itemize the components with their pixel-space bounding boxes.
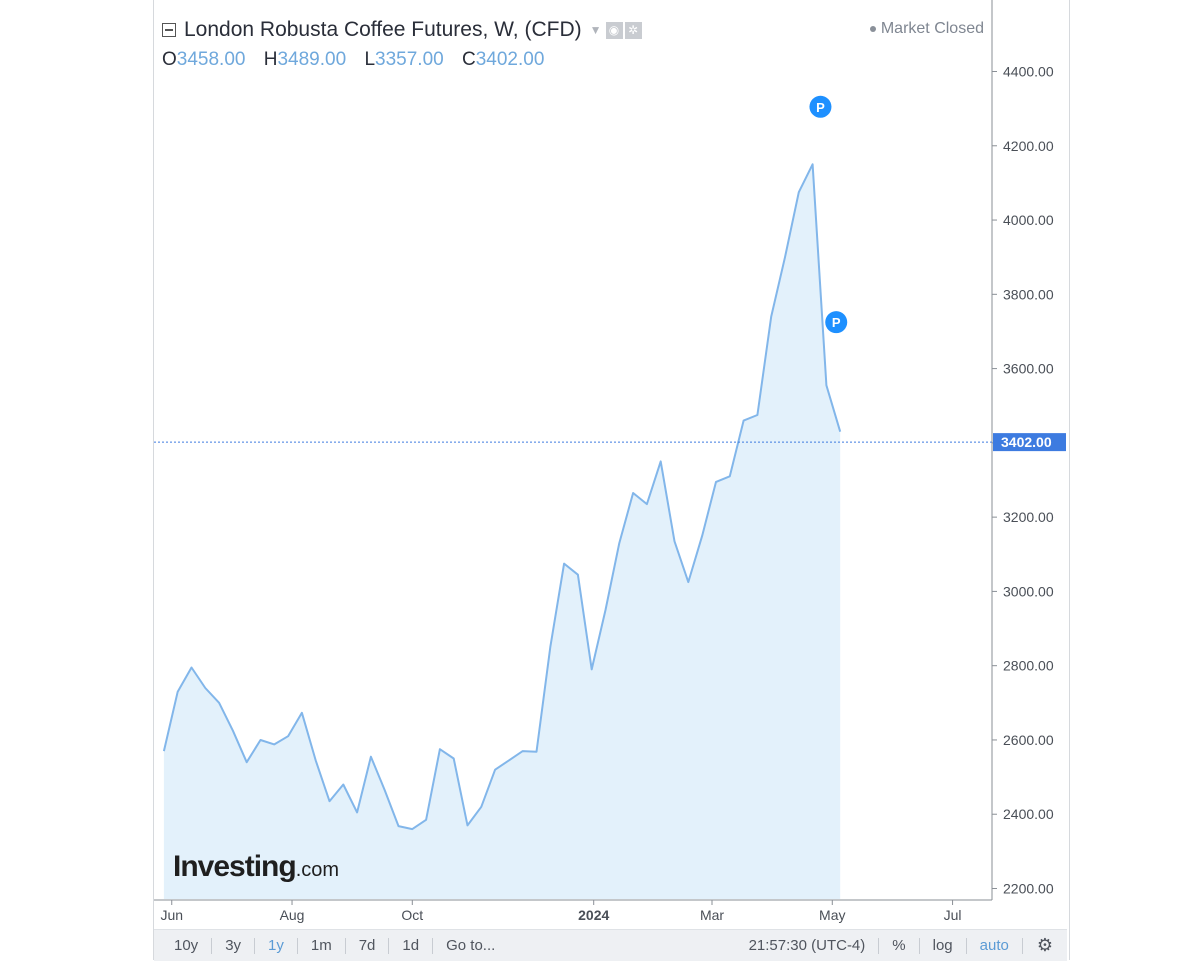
event-marker-label: P — [832, 315, 841, 330]
last-price-tag — [993, 433, 1066, 452]
ohlc-close-label: C — [462, 49, 476, 70]
collapse-icon[interactable] — [162, 23, 176, 37]
status-dot-icon — [869, 25, 876, 32]
price-line — [162, 163, 842, 831]
y-tick-label: 2600.00 — [1003, 732, 1054, 748]
market-status-text: Market Closed — [880, 20, 984, 37]
y-tick-label: 3200.00 — [1003, 509, 1054, 525]
x-tick-label: Jul — [944, 907, 962, 923]
x-tick-label: Aug — [280, 907, 305, 923]
market-status: Market Closed — [869, 20, 984, 38]
last-price-label: 3402.00 — [1001, 434, 1052, 450]
settings-small-icon[interactable]: ✲ — [624, 21, 642, 39]
event-marker — [825, 311, 848, 334]
logo-suffix: .com — [296, 859, 339, 881]
eye-icon[interactable]: ◉ — [605, 21, 623, 39]
ohlc-low-label: L — [364, 49, 376, 70]
range-button-1y[interactable]: 1y — [255, 937, 298, 954]
auto-toggle[interactable]: auto — [967, 937, 1023, 954]
ohlc-low-value: 3357.00 — [375, 49, 444, 70]
ohlc-high-label: H — [263, 49, 278, 70]
x-tick-label: May — [819, 907, 845, 923]
y-tick-label: 4400.00 — [1003, 64, 1054, 80]
clock-readout: 21:57:30 (UTC-4) — [736, 937, 880, 954]
x-tick-label: Oct — [401, 907, 423, 923]
y-tick-label: 2400.00 — [1003, 806, 1054, 822]
range-button-3y[interactable]: 3y — [212, 937, 256, 954]
logo-brand: Investing — [173, 850, 296, 883]
chart-title-row: London Robusta Coffee Futures, W, (CFD) … — [162, 18, 642, 42]
gear-icon[interactable]: ⚙ — [1036, 935, 1053, 955]
range-button-7d[interactable]: 7d — [346, 937, 390, 954]
event-marker-label: P — [816, 100, 825, 115]
y-tick-label: 4200.00 — [1003, 138, 1054, 154]
chevron-down-icon[interactable]: ▼ — [589, 23, 602, 37]
ohlc-open-label: O — [162, 49, 177, 70]
log-toggle[interactable]: log — [920, 937, 967, 954]
bottom-toolbar: 10y 3y 1y 1m 7d 1d Go to... 21:57:30 (UT… — [154, 929, 1067, 961]
y-tick-label: 2800.00 — [1003, 658, 1054, 674]
x-tick-label: Jun — [160, 907, 183, 923]
ohlc-high-value: 3489.00 — [277, 49, 347, 70]
y-tick-label: 3600.00 — [1003, 361, 1054, 377]
price-area-fill — [163, 164, 841, 900]
range-button-1m[interactable]: 1m — [298, 937, 346, 954]
x-tick-label: Mar — [700, 907, 724, 923]
investing-logo: Investing.com — [173, 850, 339, 883]
percent-toggle[interactable]: % — [879, 937, 920, 954]
ohlc-open-value: 3458.00 — [176, 49, 246, 70]
ohlc-readout: O3458.00 H3489.00 L3357.00 C3402.00 — [162, 49, 557, 71]
x-tick-label: 2024 — [578, 907, 609, 923]
goto-button[interactable]: Go to... — [446, 936, 496, 954]
event-marker — [809, 95, 832, 118]
chart-title: London Robusta Coffee Futures, W, (CFD) — [184, 18, 582, 41]
ohlc-close-value: 3402.00 — [475, 49, 545, 70]
range-button-1d[interactable]: 1d — [389, 937, 434, 954]
y-tick-label: 2200.00 — [1003, 881, 1054, 897]
y-tick-label: 3000.00 — [1003, 583, 1054, 599]
y-tick-label: 4000.00 — [1003, 212, 1054, 228]
y-tick-label: 3800.00 — [1003, 286, 1054, 302]
range-button-10y[interactable]: 10y — [154, 937, 213, 954]
